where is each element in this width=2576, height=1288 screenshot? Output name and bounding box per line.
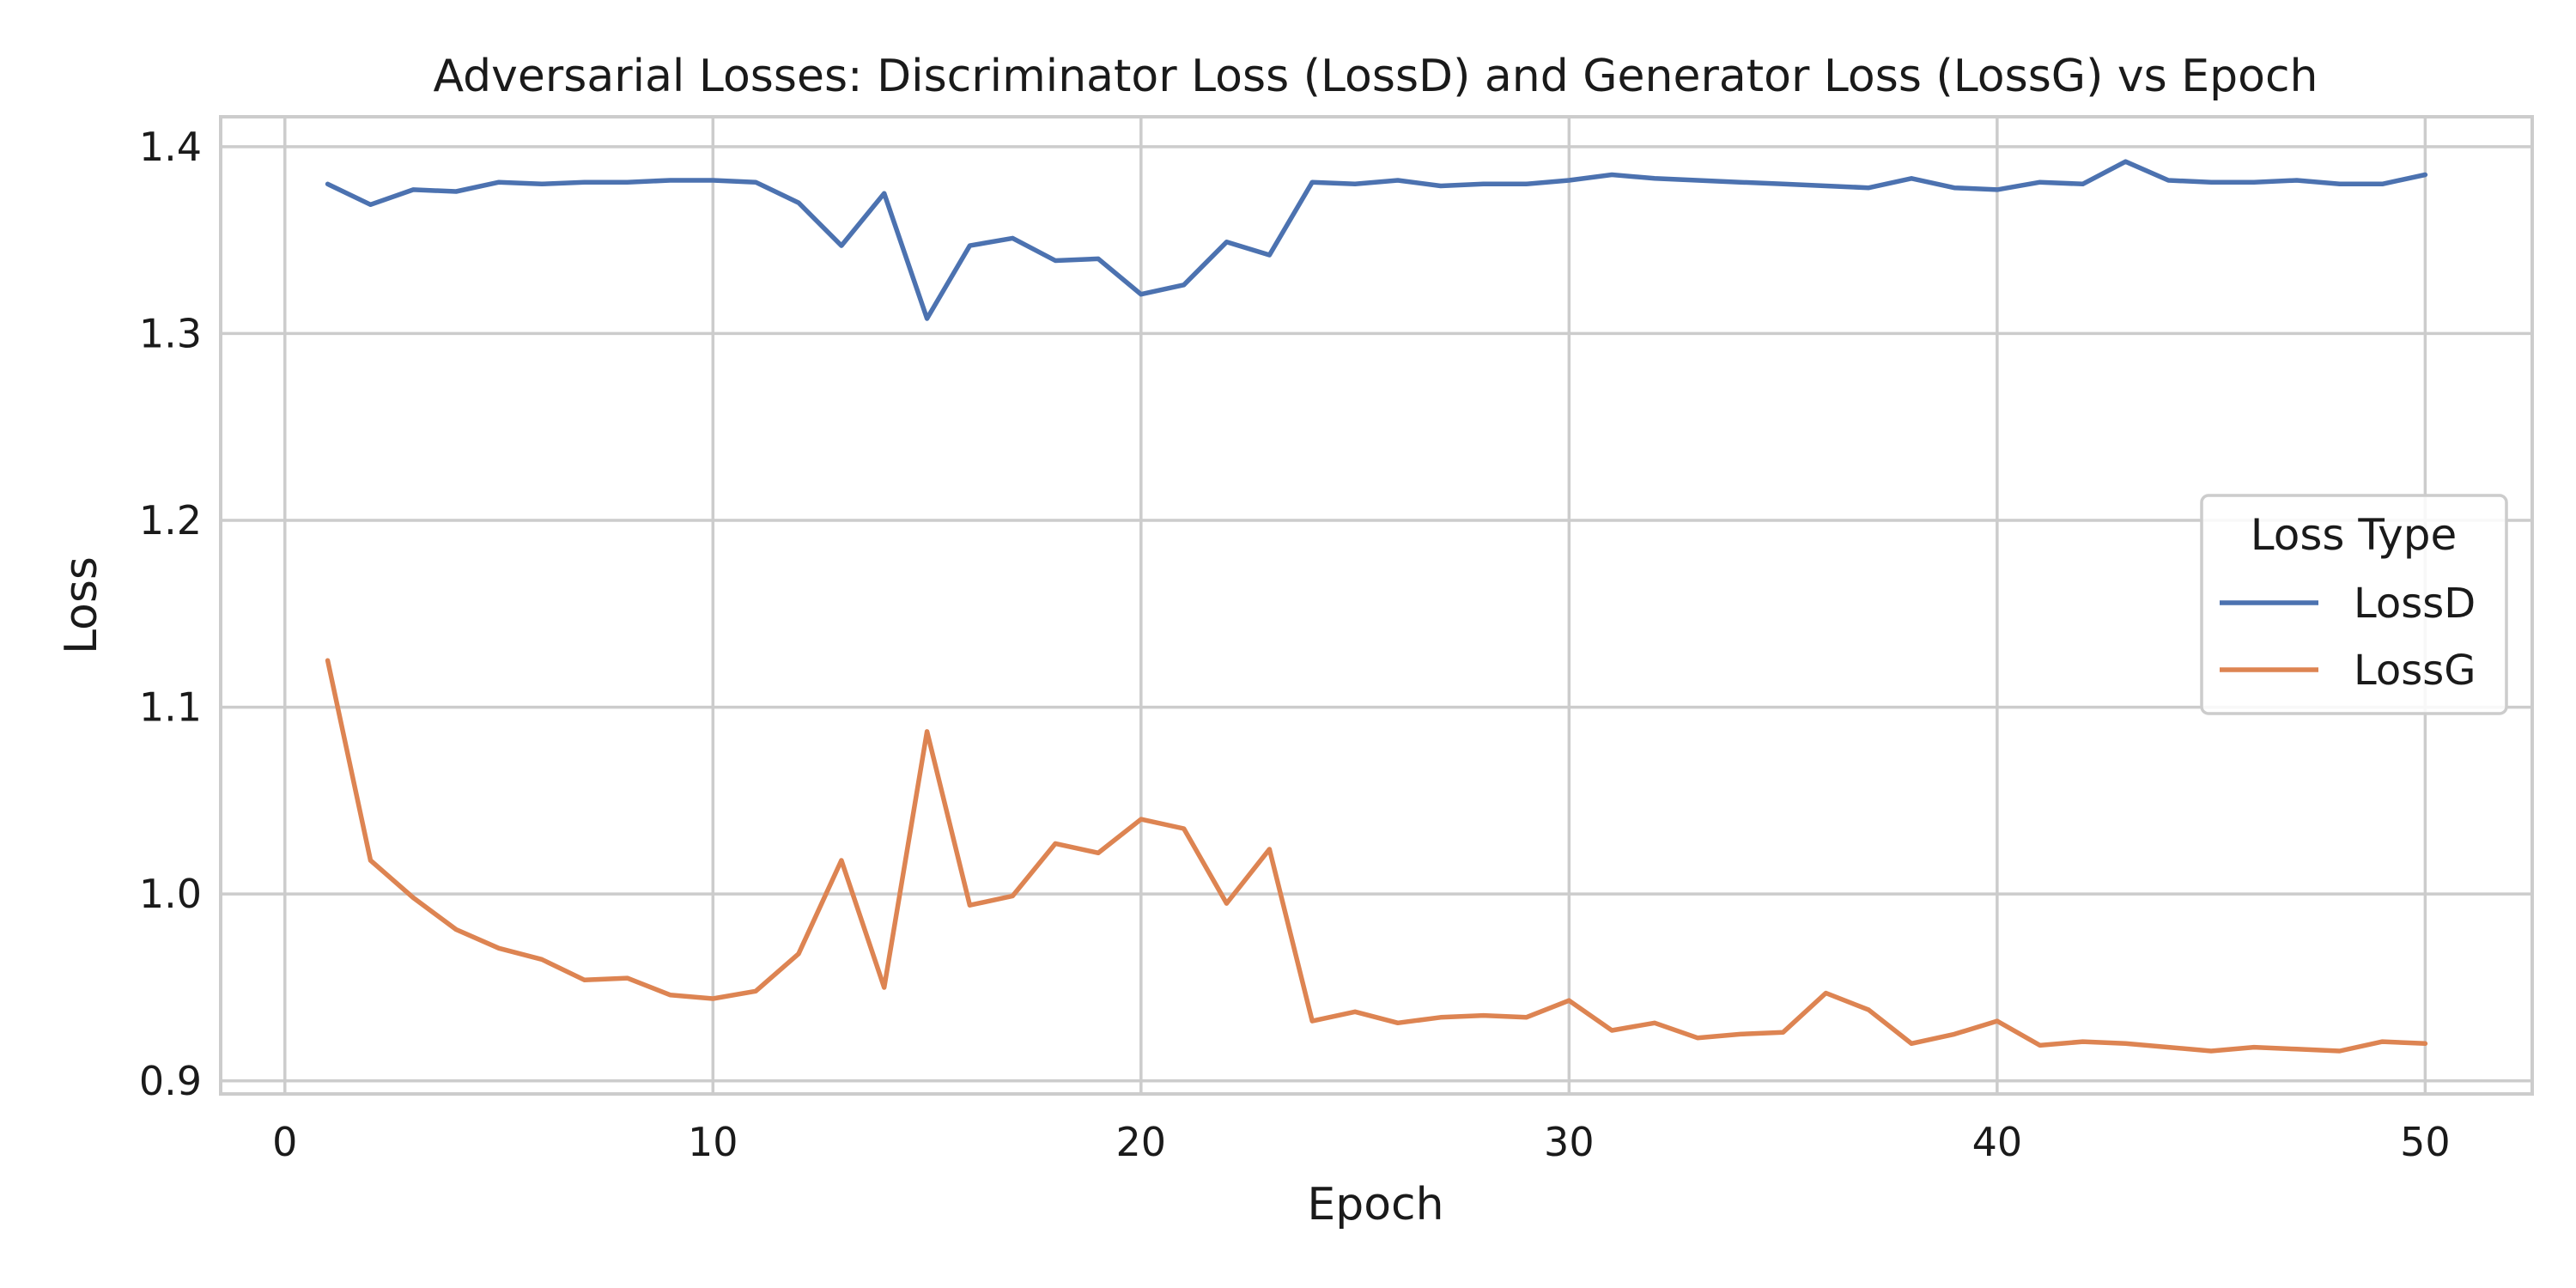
x-axis-ticks: 0 10 20 30 40 50 [272,1119,2451,1165]
chart-title: Adversarial Losses: Discriminator Loss (… [433,51,2318,102]
y-axis-label: Loss [56,556,107,654]
x-tick-label: 10 [688,1119,738,1165]
series-lines [325,159,2428,1054]
y-tick-label: 0.9 [139,1058,202,1104]
x-tick-label: 0 [272,1119,297,1165]
legend-title: Loss Type [2251,510,2457,560]
y-tick-label: 1.2 [139,497,202,544]
y-tick-label: 1.4 [139,124,202,170]
y-tick-label: 1.0 [139,871,202,917]
y-tick-label: 1.3 [139,310,202,356]
x-tick-label: 40 [1972,1119,2023,1165]
legend-label-lossd: LossD [2354,580,2476,628]
series-line-lossg [325,658,2428,1054]
x-tick-label: 30 [1544,1119,1595,1165]
series-line-lossd [325,159,2428,321]
legend-label-lossg: LossG [2354,647,2476,695]
legend: Loss Type LossD LossG [2200,494,2508,715]
grid [221,117,2532,1094]
legend-box [2200,494,2508,715]
x-tick-label: 20 [1116,1119,1167,1165]
plot-area-frame [219,115,2534,1096]
x-axis-label: Epoch [1307,1179,1443,1230]
x-tick-label: 50 [2400,1119,2451,1165]
y-axis-ticks: 0.9 1.0 1.1 1.2 1.3 1.4 [139,124,202,1104]
y-tick-label: 1.1 [139,684,202,731]
